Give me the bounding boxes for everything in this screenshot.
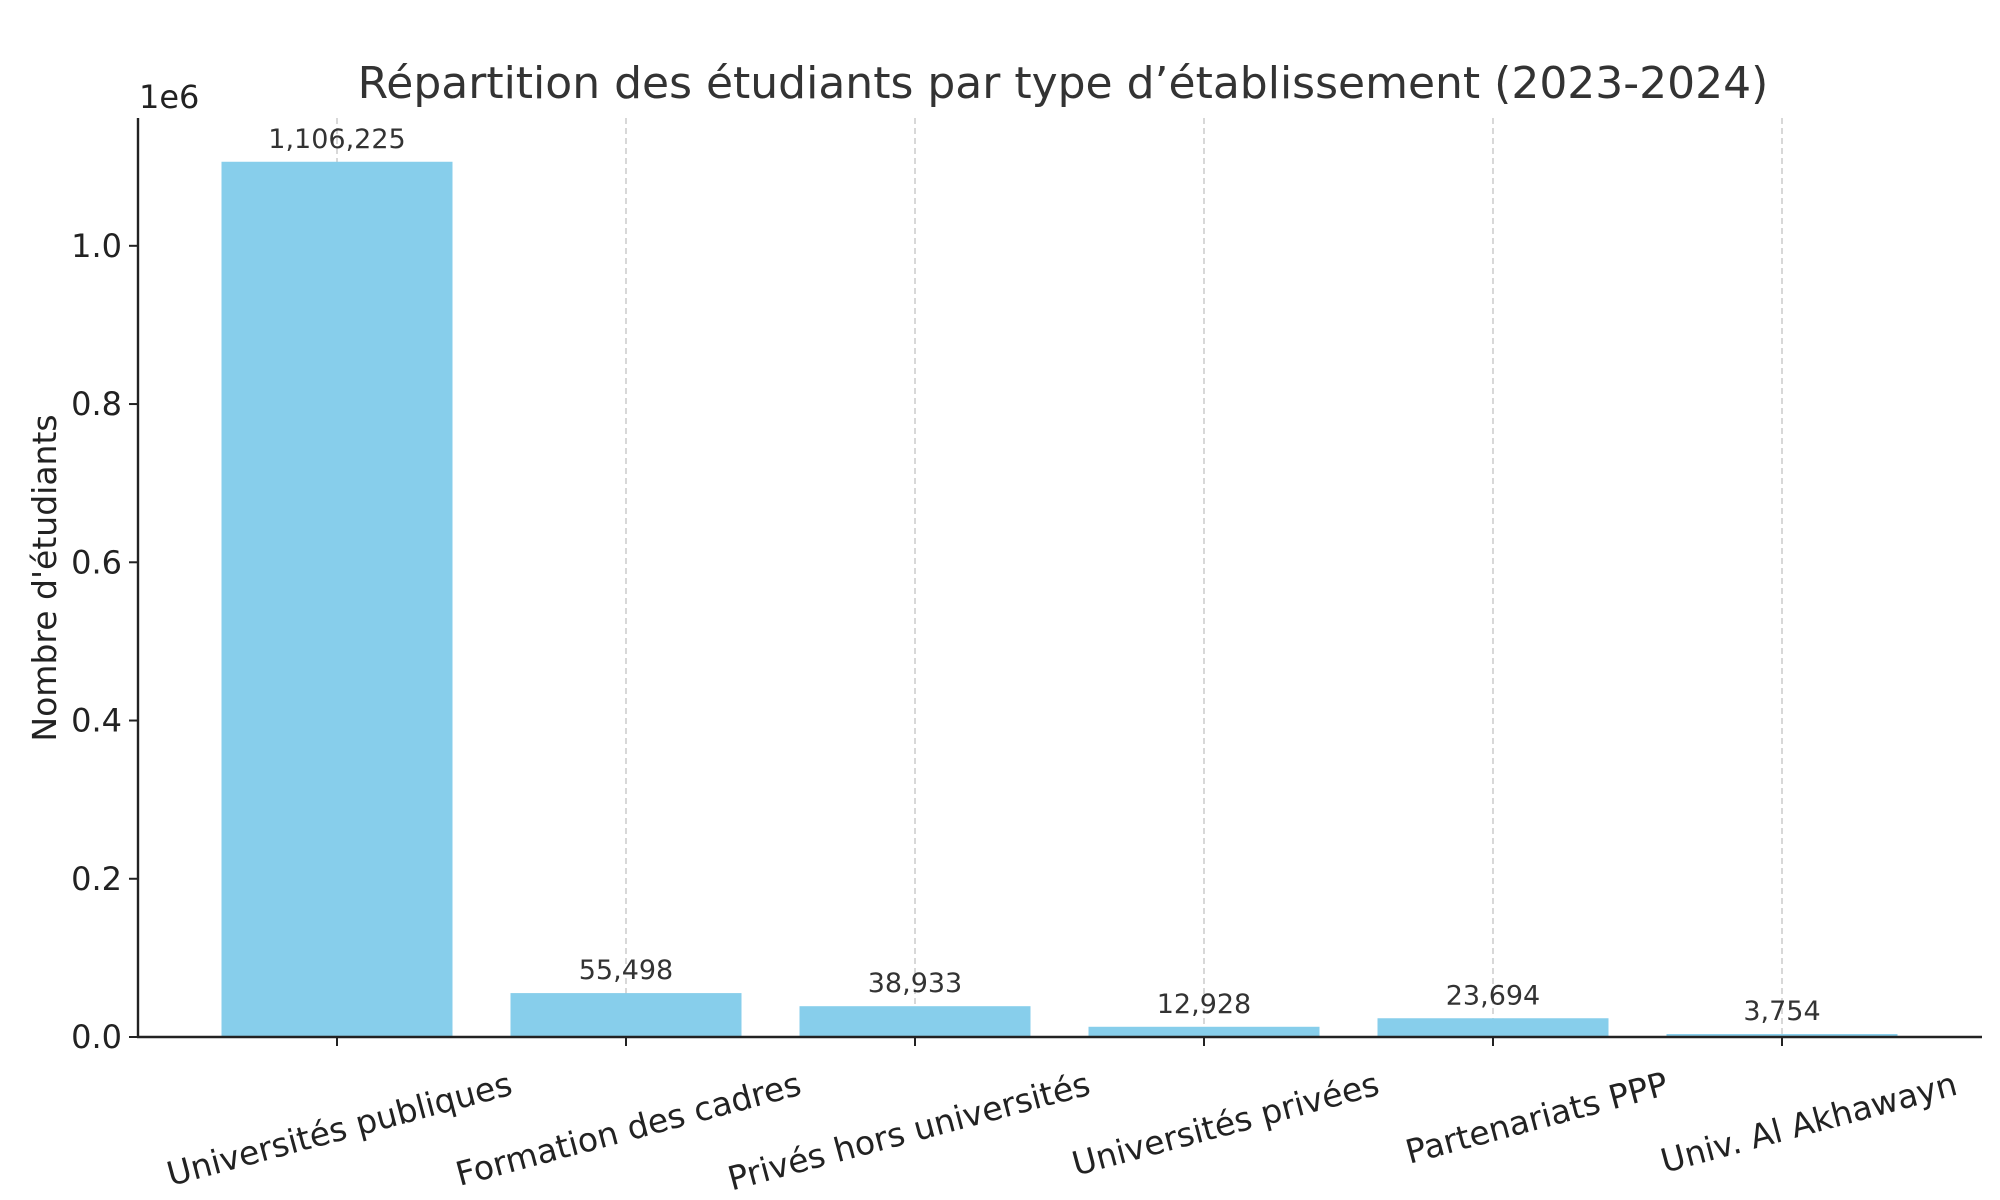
y-tick-label-2: 0.2 <box>71 860 122 898</box>
x-tick-label-5: Partenariats PPP <box>1401 1064 1672 1172</box>
y-tick-label-3: 0.4 <box>71 702 122 740</box>
data-label-5: 23,694 <box>1446 980 1540 1011</box>
y-axis-label: Nombre d'étudiants <box>25 414 64 741</box>
data-labels: 1,106,225 55,498 38,933 12,928 23,694 3,754 <box>268 124 1820 1027</box>
data-label-3: 38,933 <box>868 968 962 999</box>
y-tick-label-1: 0.0 <box>71 1018 122 1056</box>
grid-lines <box>336 118 1783 1037</box>
bar-5 <box>1377 1018 1609 1037</box>
y-tick-label-5: 0.8 <box>71 385 122 423</box>
bar-1 <box>221 161 453 1037</box>
data-label-2: 55,498 <box>579 955 673 986</box>
x-tick-label-6: Univ. Al Akhawayn <box>1656 1064 1961 1181</box>
x-tick-label-4: Universités privées <box>1068 1064 1383 1183</box>
bar-2 <box>510 993 742 1037</box>
data-label-6: 3,754 <box>1743 996 1820 1027</box>
bar-3 <box>799 1006 1031 1037</box>
data-label-1: 1,106,225 <box>268 124 405 155</box>
bar-4 <box>1088 1026 1320 1037</box>
y-ticks: 0.0 0.2 0.4 0.6 0.8 1.0 <box>71 227 138 1056</box>
data-label-4: 12,928 <box>1157 989 1251 1020</box>
bar-6 <box>1666 1034 1898 1037</box>
bars <box>221 161 1898 1037</box>
y-tick-label-6: 1.0 <box>71 227 122 265</box>
y-axis-offset-label: 1e6 <box>139 78 199 116</box>
axes <box>136 118 1982 1039</box>
y-tick-label-4: 0.6 <box>71 543 122 581</box>
chart-title: Répartition des étudiants par type d’éta… <box>358 58 1769 109</box>
